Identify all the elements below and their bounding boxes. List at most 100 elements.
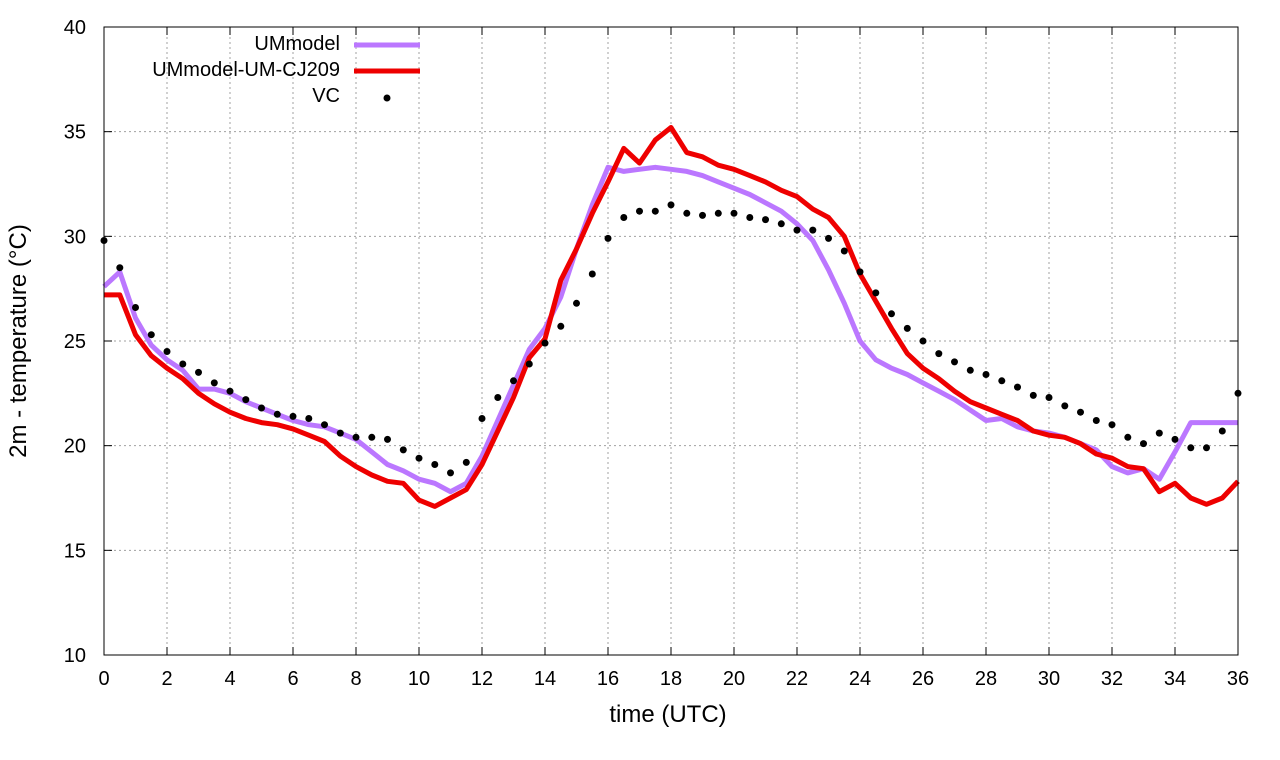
data-point-vc xyxy=(777,220,785,228)
data-point-vc xyxy=(557,322,565,330)
y-tick-label: 40 xyxy=(64,17,86,39)
x-tick-label: 36 xyxy=(1227,668,1249,690)
data-point-vc xyxy=(305,415,313,422)
data-point-vc xyxy=(888,310,895,318)
x-tick-label: 30 xyxy=(1038,668,1060,690)
data-point-vc xyxy=(1171,435,1179,443)
data-point-vc xyxy=(1077,408,1084,416)
data-point-vc xyxy=(856,268,864,276)
data-point-vc xyxy=(935,350,943,358)
x-tick-label: 6 xyxy=(287,668,298,690)
data-point-vc xyxy=(336,429,344,437)
data-point-vc xyxy=(226,387,234,395)
data-point-vc xyxy=(147,331,155,339)
y-tick-label: 10 xyxy=(64,645,86,667)
axis-ticks: 0 2 4 6 8 10 12 14 16 18 20 22 24 26 28 30 32 34 361015202… xyxy=(64,17,1249,690)
data-point-vc xyxy=(210,379,218,387)
x-tick-label: 2 xyxy=(161,668,172,690)
data-point-vc xyxy=(636,207,643,215)
y-tick-label: 35 xyxy=(64,122,86,144)
data-point-vc xyxy=(1092,417,1100,424)
data-point-vc xyxy=(541,339,549,347)
data-point-vc xyxy=(951,358,958,366)
legend-label-ummodel-um-cj209: UMmodel-UM-CJ209 xyxy=(152,59,340,81)
data-point-vc xyxy=(510,377,517,385)
data-point-vc xyxy=(903,324,911,332)
data-point-vc xyxy=(966,366,974,374)
data-point-vc xyxy=(321,421,328,429)
data-point-vc xyxy=(447,469,454,477)
legend-swatch-vc xyxy=(383,94,391,102)
data-point-vc xyxy=(714,209,722,217)
data-point-vc xyxy=(368,433,376,441)
data-point-vc xyxy=(1155,429,1163,437)
x-tick-label: 16 xyxy=(597,668,619,690)
data-point-vc xyxy=(683,209,691,217)
data-point-vc xyxy=(793,226,801,234)
data-point-vc xyxy=(746,214,754,221)
data-point-vc xyxy=(195,368,202,376)
x-tick-label: 34 xyxy=(1164,668,1186,690)
x-axis-title: time (UTC) xyxy=(609,701,726,728)
data-point-vc xyxy=(651,207,659,215)
data-point-vc xyxy=(1061,402,1069,410)
x-tick-label: 0 xyxy=(98,668,109,690)
data-point-vc xyxy=(289,412,297,420)
data-point-vc xyxy=(1140,440,1147,448)
data-point-vc xyxy=(620,214,628,221)
x-tick-label: 12 xyxy=(471,668,493,690)
data-point-vc xyxy=(384,435,391,443)
data-point-vc xyxy=(588,270,596,278)
x-tick-label: 28 xyxy=(975,668,997,690)
data-point-vc xyxy=(179,360,187,368)
x-tick-label: 20 xyxy=(723,668,745,690)
data-point-vc xyxy=(998,377,1006,385)
data-point-vc xyxy=(1187,444,1195,452)
data-point-vc xyxy=(132,304,139,311)
data-point-vc xyxy=(116,264,124,272)
data-point-vc xyxy=(1124,433,1132,441)
grid xyxy=(104,27,1238,655)
legend-label-ummodel: UMmodel xyxy=(254,33,340,55)
legend-label-vc: VC xyxy=(312,85,340,107)
series-group xyxy=(100,125,1242,509)
data-point-vc xyxy=(1203,444,1210,452)
x-tick-label: 22 xyxy=(786,668,808,690)
data-point-vc xyxy=(762,216,769,224)
x-tick-label: 14 xyxy=(534,668,556,690)
data-point-vc xyxy=(825,234,832,242)
legend: UMmodel UMmodel-UM-CJ209 VC xyxy=(152,33,420,107)
x-tick-label: 26 xyxy=(912,668,934,690)
x-tick-label: 32 xyxy=(1101,668,1123,690)
data-point-vc xyxy=(352,433,360,441)
data-point-vc xyxy=(415,454,423,462)
x-tick-label: 18 xyxy=(660,668,682,690)
data-point-vc xyxy=(667,201,675,209)
x-tick-label: 8 xyxy=(350,668,361,690)
data-point-vc xyxy=(919,337,927,345)
data-point-vc xyxy=(1108,421,1116,429)
y-tick-label: 20 xyxy=(64,436,86,458)
data-point-vc xyxy=(431,461,439,468)
data-point-vc xyxy=(809,226,817,234)
data-point-vc xyxy=(730,209,738,217)
x-tick-label: 24 xyxy=(849,668,871,690)
data-point-vc xyxy=(258,404,265,412)
data-point-vc xyxy=(1014,383,1021,391)
data-point-vc xyxy=(478,415,486,422)
x-tick-label: 4 xyxy=(224,668,235,690)
y-tick-label: 15 xyxy=(64,540,86,562)
data-point-vc xyxy=(699,211,706,219)
data-point-vc xyxy=(1045,394,1053,401)
y-axis-title: 2m - temperature (°C) xyxy=(5,224,32,458)
data-point-vc xyxy=(163,348,171,355)
y-tick-label: 30 xyxy=(64,226,86,248)
data-point-vc xyxy=(525,360,533,368)
data-point-vc xyxy=(573,299,580,307)
data-point-vc xyxy=(1218,427,1226,435)
data-point-vc xyxy=(604,234,612,242)
data-point-vc xyxy=(982,371,990,378)
x-tick-label: 10 xyxy=(408,668,430,690)
data-point-vc xyxy=(462,458,470,466)
data-point-vc xyxy=(494,394,502,401)
